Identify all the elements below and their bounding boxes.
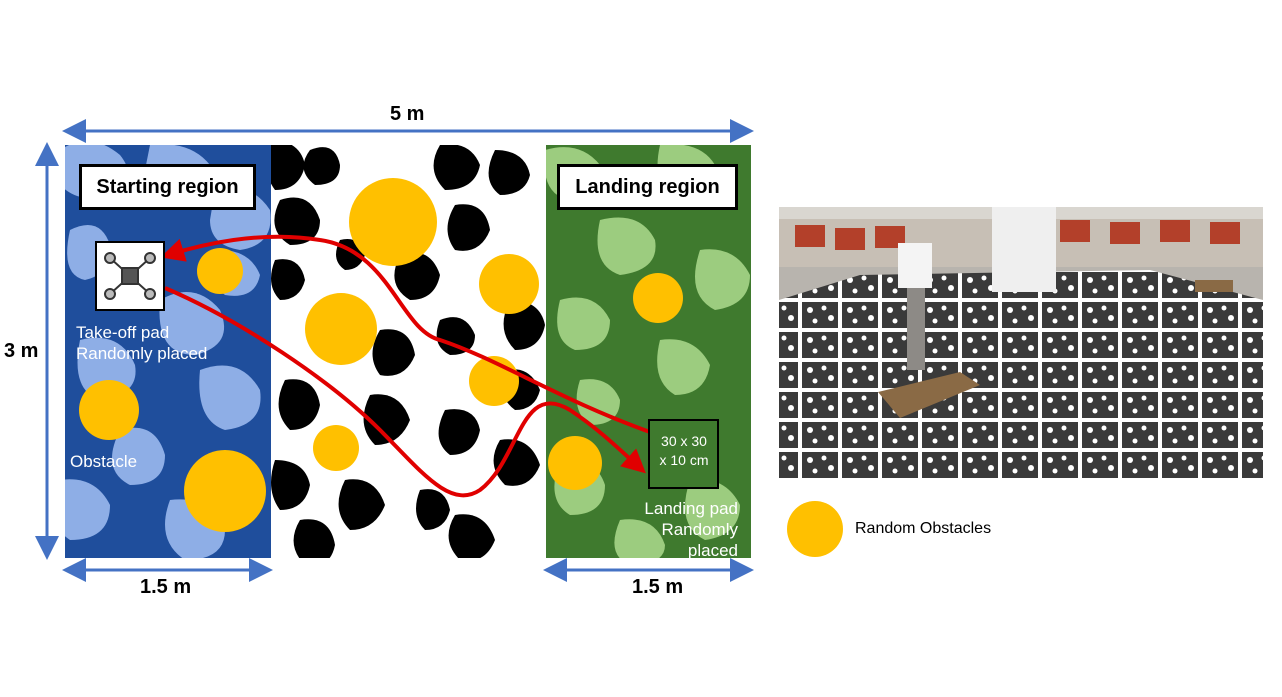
drone-icon [104, 252, 156, 300]
landing-pad [648, 419, 719, 489]
obstacle-circle [548, 436, 602, 490]
starting-region-label: Starting region [79, 164, 256, 210]
obstacle-circle [633, 273, 683, 323]
obstacle-circle [313, 425, 359, 471]
obstacle-circle [197, 248, 243, 294]
landing-region-label: Landing region [557, 164, 738, 210]
height-label: 3 m [4, 340, 39, 362]
arena-photo [779, 207, 1263, 482]
starting-region-zone [65, 145, 271, 558]
pad-size-line2: x 10 cm [659, 452, 709, 468]
pad-size-label: 30 x 30 x 10 cm [651, 432, 717, 470]
takeoff-label-line2: Randomly placed [76, 344, 208, 363]
landing-label-line2: Randomly placed [661, 520, 738, 560]
obstacle-circle [184, 450, 266, 532]
landing-pad-label: Landing pad Randomly placed [612, 498, 738, 561]
landing-label-line1: Landing pad [644, 499, 738, 518]
legend-obstacle-icon [787, 501, 843, 557]
flight-path-upper [160, 234, 651, 434]
obstacle-circle [479, 254, 539, 314]
left-zone-label: 1.5 m [140, 576, 192, 598]
takeoff-label-line1: Take-off pad [76, 323, 170, 342]
obstacle-circle [349, 178, 437, 266]
width-label: 5 m [390, 103, 425, 125]
obstacle-circle [79, 380, 139, 440]
legend-label: Random Obstacles [855, 520, 992, 537]
takeoff-pad [95, 241, 165, 311]
obstacle-label: Obstacle [70, 452, 138, 471]
obstacle-circle [305, 293, 377, 365]
right-zone-label: 1.5 m [632, 576, 684, 598]
obstacles [79, 178, 683, 532]
takeoff-pad-label: Take-off pad Randomly placed [76, 322, 207, 364]
flight-path-lower [164, 286, 646, 498]
pad-size-line1: 30 x 30 [661, 433, 707, 449]
